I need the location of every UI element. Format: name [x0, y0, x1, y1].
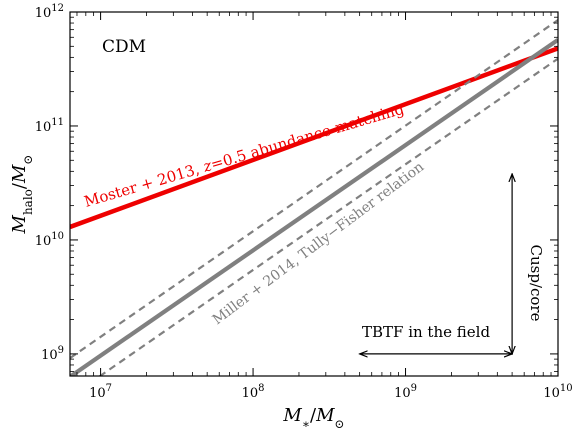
y-tick-label: 1011 [35, 117, 64, 135]
cdm-label: CDM [102, 37, 146, 57]
series-layer [70, 19, 558, 376]
plot-frame [69, 11, 559, 377]
miller-series-label: Miller + 2014, Tully−Fisher relation [210, 159, 427, 328]
x-axis-label: M∗/M⊙ [282, 405, 344, 431]
y-axis-label: Mhalo/M⊙ [9, 155, 35, 235]
x-tick-label: 1010 [543, 383, 572, 401]
moster-series-line [70, 46, 558, 230]
tick-layer: 107 108 109 1010 109 1010 1011 1012 [35, 3, 573, 401]
y-tick-label: 109 [41, 345, 64, 363]
scatter-band-line-2 [70, 19, 558, 359]
tbtf-label: TBTF in the field [362, 323, 490, 341]
x-tick-label: 107 [89, 383, 112, 401]
y-tick-label: 1012 [35, 3, 64, 21]
scatter-band-line-3 [98, 57, 558, 376]
arrow-layer [360, 174, 512, 354]
y-tick-label: 1010 [35, 231, 64, 249]
miller-series-line [70, 38, 558, 376]
x-tick-label: 109 [394, 383, 417, 401]
cusp-core-label: Cusp/core [527, 245, 545, 322]
moster-series-label: Moster + 2013, z=0.5 abundance matching [82, 100, 406, 211]
x-tick-label: 108 [242, 383, 265, 401]
